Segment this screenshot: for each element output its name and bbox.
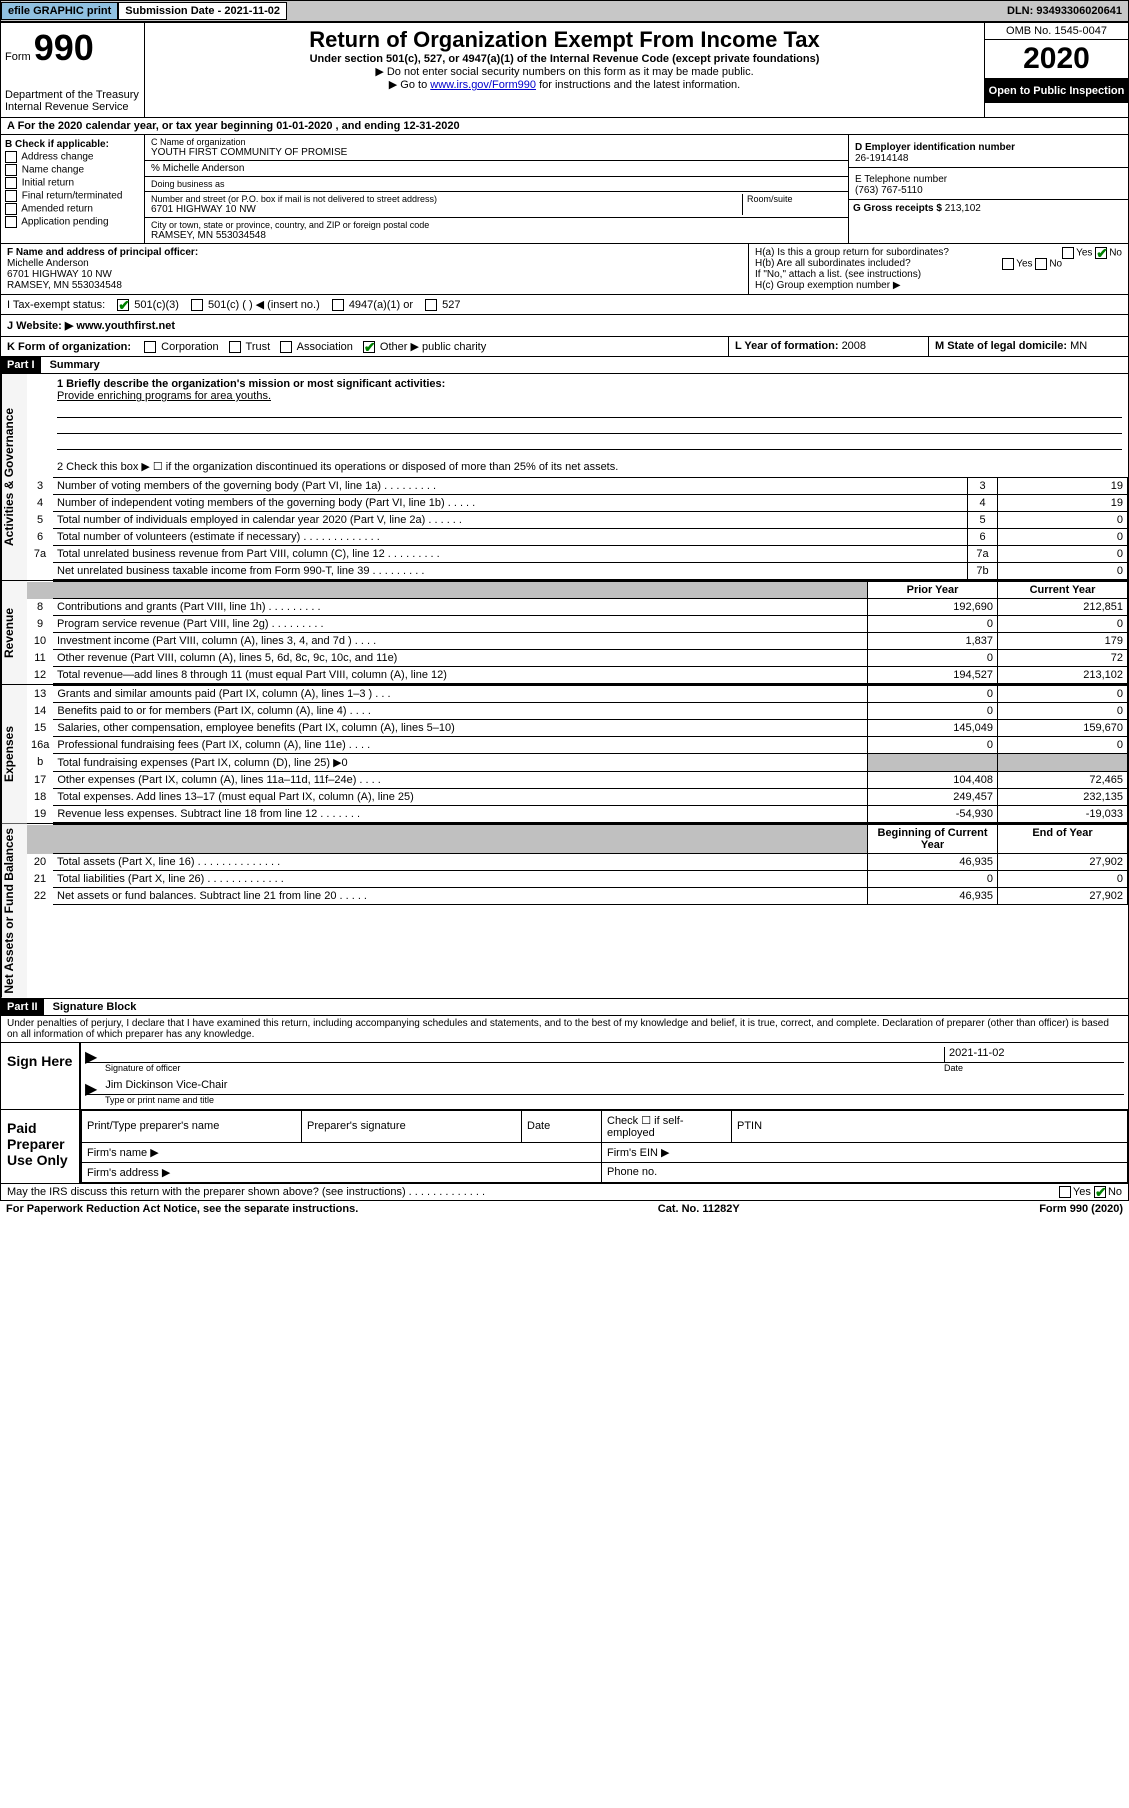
cb-other-[interactable]: Other ▶ — [363, 341, 419, 353]
cb-irs-no[interactable] — [1094, 1186, 1106, 1198]
website: www.youthfirst.net — [76, 320, 175, 332]
checkbox-name-change[interactable]: Name change — [5, 164, 140, 176]
form-title: Return of Organization Exempt From Incom… — [149, 27, 980, 53]
efile-print-button[interactable]: efile GRAPHIC print — [1, 2, 118, 20]
website-row: J Website: ▶ www.youthfirst.net — [0, 315, 1129, 337]
checkbox-address-change[interactable]: Address change — [5, 151, 140, 163]
sign-here-label: Sign Here — [1, 1043, 81, 1109]
form-number: 990 — [34, 27, 94, 68]
side-na: Net Assets or Fund Balances — [1, 824, 27, 998]
sign-here-section: Sign Here 2021-11-02 Signature of office… — [0, 1043, 1129, 1110]
header-right: OMB No. 1545-0047 2020 Open to Public In… — [984, 23, 1128, 117]
org-name: YOUTH FIRST COMMUNITY OF PROMISE — [151, 147, 842, 158]
form-of-org-row: K Form of organization: Corporation Trus… — [0, 337, 1129, 357]
header-middle: Return of Organization Exempt From Incom… — [145, 23, 984, 117]
checkbox-initial-return[interactable]: Initial return — [5, 177, 140, 189]
cb-irs-yes[interactable] — [1059, 1186, 1071, 1198]
box-c-org: C Name of organization YOUTH FIRST COMMU… — [145, 135, 848, 243]
cb-4947[interactable] — [332, 299, 344, 311]
side-ag: Activities & Governance — [1, 374, 27, 580]
row-a-tax-year: A For the 2020 calendar year, or tax yea… — [0, 118, 1129, 135]
box-b-checklist: B Check if applicable: Address change Na… — [1, 135, 145, 243]
dln: DLN: 93493306020641 — [1001, 3, 1128, 19]
ein: 26-1914148 — [855, 153, 1126, 164]
irs-link[interactable]: www.irs.gov/Form990 — [430, 79, 536, 91]
cb-501c[interactable] — [191, 299, 203, 311]
tax-year: 2020 — [985, 40, 1128, 79]
part2-header: Part II Signature Block — [0, 999, 1129, 1016]
note-link: ▶ Go to www.irs.gov/Form990 for instruct… — [149, 78, 980, 91]
preparer-table: Print/Type preparer's name Preparer's si… — [81, 1110, 1128, 1183]
checkbox-application-pending[interactable]: Application pending — [5, 216, 140, 228]
side-exp: Expenses — [1, 685, 27, 823]
checkbox-final-return-terminated[interactable]: Final return/terminated — [5, 190, 140, 202]
section-net-assets: Net Assets or Fund Balances Beginning of… — [0, 824, 1129, 999]
cb-501c3[interactable] — [117, 299, 129, 311]
form-header: Form 990 Department of the Treasury Inte… — [0, 22, 1129, 118]
form-prefix: Form — [5, 51, 31, 63]
section-activities-governance: Activities & Governance 1 Briefly descri… — [0, 374, 1129, 581]
cb-association[interactable]: Association — [280, 341, 353, 353]
checkbox-amended-return[interactable]: Amended return — [5, 203, 140, 215]
mission-text: Provide enriching programs for area yout… — [57, 390, 271, 402]
section-expenses: Expenses 13Grants and similar amounts pa… — [0, 685, 1129, 824]
top-bar: efile GRAPHIC print Submission Date - 20… — [0, 0, 1129, 22]
principal-officer-row: F Name and address of principal officer:… — [0, 244, 1129, 295]
paid-preparer-section: Paid Preparer Use Only Print/Type prepar… — [0, 1110, 1129, 1184]
cb-527[interactable] — [425, 299, 437, 311]
irs-discuss-row: May the IRS discuss this return with the… — [0, 1184, 1129, 1201]
entity-block: B Check if applicable: Address change Na… — [0, 135, 1129, 244]
note-ssn: ▶ Do not enter social security numbers o… — [149, 65, 980, 78]
tax-exempt-status: I Tax-exempt status: 501(c)(3) 501(c) ( … — [0, 295, 1129, 315]
submission-date: Submission Date - 2021-11-02 — [118, 2, 287, 20]
box-d-ein: D Employer identification number 26-1914… — [848, 135, 1128, 243]
public-inspection: Open to Public Inspection — [985, 79, 1128, 103]
paid-preparer-label: Paid Preparer Use Only — [1, 1110, 81, 1183]
penalties-text: Under penalties of perjury, I declare th… — [0, 1016, 1129, 1043]
header-left: Form 990 Department of the Treasury Inte… — [1, 23, 145, 117]
form-subtitle: Under section 501(c), 527, or 4947(a)(1)… — [149, 53, 980, 65]
gross-receipts: 213,102 — [945, 203, 981, 214]
street: 6701 HIGHWAY 10 NW — [151, 204, 742, 215]
side-rev: Revenue — [1, 581, 27, 684]
officer-name-title: Jim Dickinson Vice-Chair — [101, 1079, 227, 1094]
care-of: % Michelle Anderson — [145, 161, 848, 177]
city-state-zip: RAMSEY, MN 553034548 — [151, 230, 842, 241]
part1-header: Part I Summary — [0, 357, 1129, 374]
dept-treasury: Department of the Treasury Internal Reve… — [5, 89, 140, 113]
phone: (763) 767-5110 — [855, 185, 1126, 196]
omb-number: OMB No. 1545-0047 — [985, 23, 1128, 40]
cb-corporation[interactable]: Corporation — [144, 341, 219, 353]
cb-trust[interactable]: Trust — [229, 341, 271, 353]
section-revenue: Revenue Prior YearCurrent Year8Contribut… — [0, 581, 1129, 685]
footer: For Paperwork Reduction Act Notice, see … — [0, 1201, 1129, 1217]
